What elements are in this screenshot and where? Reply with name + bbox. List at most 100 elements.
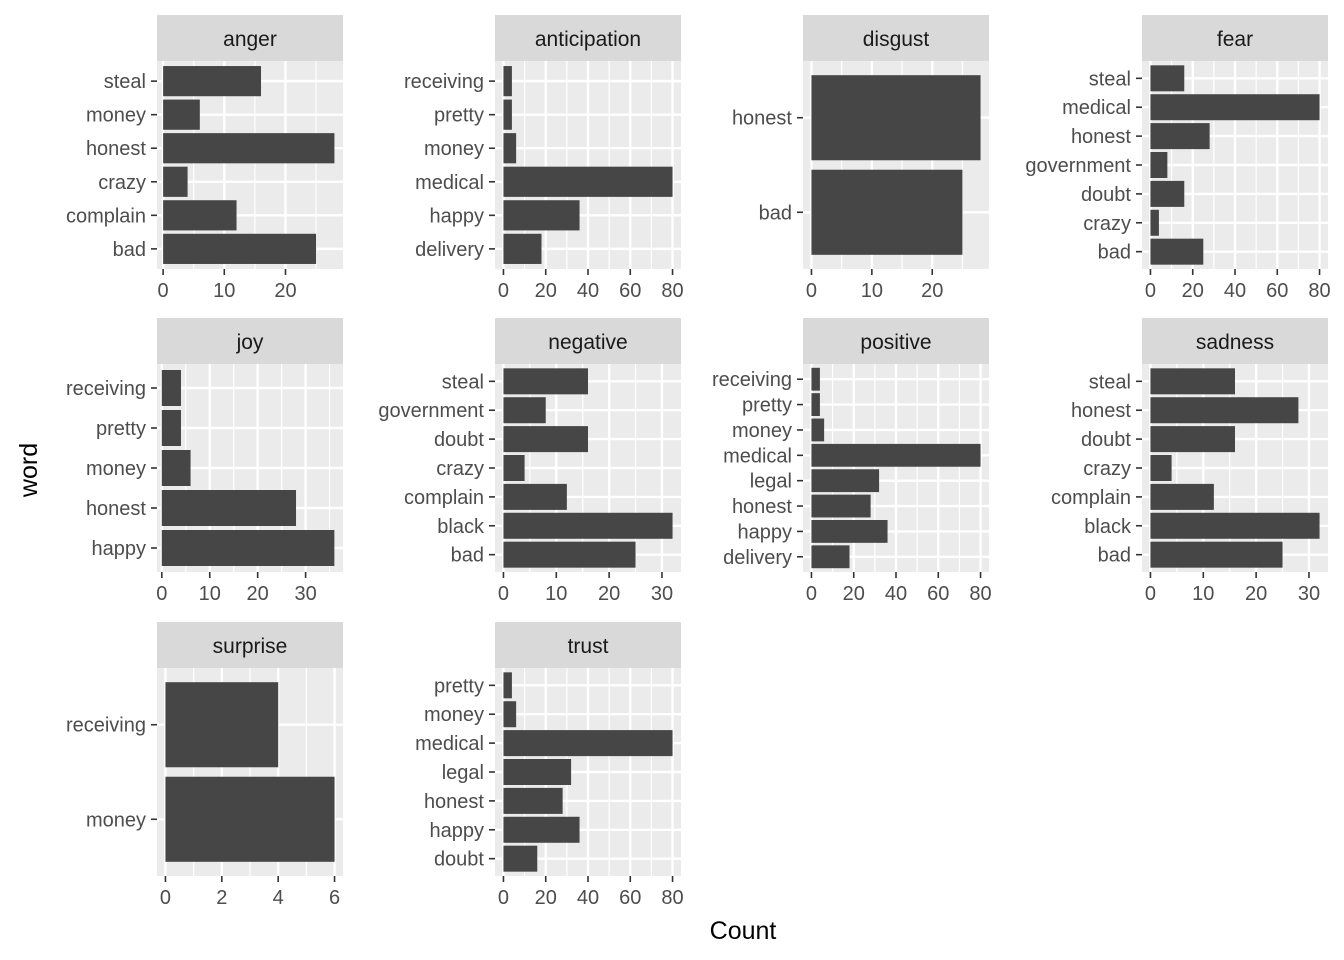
x-tick-label: 20	[843, 583, 865, 605]
facet-strip-label: negative	[548, 331, 627, 354]
y-tick-label: crazy	[98, 172, 146, 194]
bar-honest	[503, 787, 563, 814]
x-tick-label: 80	[1308, 280, 1330, 302]
x-tick-label: 30	[651, 583, 673, 605]
facet-strip	[157, 622, 343, 668]
y-tick-label: steal	[1089, 371, 1131, 393]
bar-pretty	[503, 99, 512, 130]
y-tick-label: honest	[86, 138, 146, 160]
bar-money	[161, 450, 191, 486]
bar-bad	[811, 169, 963, 255]
y-tick-label: honest	[732, 496, 792, 518]
y-tick-label: pretty	[434, 105, 484, 127]
x-tick-label: 60	[927, 583, 949, 605]
y-tick-label: bad	[113, 239, 146, 261]
x-tick-label: 40	[577, 280, 599, 302]
y-tick-label: complain	[1051, 487, 1131, 509]
x-tick-label: 20	[535, 887, 557, 909]
y-tick-label: bad	[451, 545, 484, 567]
facet-anger: anger steal money honest crazy complain bad 0 10…	[66, 15, 343, 302]
facet-strip	[1142, 15, 1328, 61]
bar-steal	[503, 368, 588, 395]
bar-doubt	[1150, 426, 1235, 453]
bar-government	[1150, 152, 1168, 178]
x-tick-label: 10	[545, 583, 567, 605]
bar-honest	[811, 75, 981, 161]
facet-strip-label: fear	[1217, 28, 1253, 51]
y-tick-label: money	[732, 420, 792, 442]
y-tick-label: steal	[1089, 68, 1131, 90]
x-tick-label: 0	[806, 280, 817, 302]
bar-receiving	[503, 66, 512, 97]
bar-crazy	[503, 455, 525, 481]
x-tick-label: 10	[861, 280, 883, 302]
y-tick-label: happy	[738, 521, 793, 543]
y-tick-label: receiving	[66, 378, 146, 400]
y-tick-label: government	[378, 400, 484, 422]
bar-bad	[1150, 541, 1283, 568]
y-tick-label: honest	[1071, 126, 1131, 148]
y-tick-label: receiving	[404, 71, 484, 93]
y-tick-label: bad	[759, 202, 792, 224]
y-tick-label: happy	[430, 205, 485, 227]
y-tick-label: doubt	[1081, 429, 1131, 451]
x-tick-label: 80	[969, 583, 991, 605]
x-tick-label: 0	[498, 280, 509, 302]
bar-complain	[503, 483, 567, 510]
y-tick-label: pretty	[742, 395, 792, 417]
x-tick-label: 20	[274, 280, 296, 302]
bar-pretty	[811, 393, 820, 416]
y-tick-label: medical	[1062, 97, 1131, 119]
facet-strip-label: joy	[236, 331, 264, 354]
facet-sadness: sadness steal honest doubt crazy complain blac…	[1051, 318, 1328, 605]
y-tick-label: doubt	[434, 429, 484, 451]
y-tick-label: medical	[723, 445, 792, 467]
y-tick-label: honest	[732, 108, 792, 130]
y-axis-title: word	[15, 443, 43, 498]
bar-crazy	[1150, 455, 1172, 481]
x-tick-label: 0	[1145, 280, 1156, 302]
y-tick-label: bad	[1098, 545, 1131, 567]
y-tick-label: complain	[66, 205, 146, 227]
y-tick-label: legal	[750, 471, 792, 493]
facet-strip-label: trust	[568, 635, 609, 658]
bar-legal	[811, 469, 880, 493]
bar-honest	[1150, 123, 1210, 150]
x-tick-label: 0	[806, 583, 817, 605]
y-tick-label: receiving	[66, 715, 146, 737]
bar-receiving	[811, 367, 820, 391]
bar-honest	[1150, 397, 1299, 424]
facet-surprise: surprise receiving money 0 2 4 6	[66, 622, 343, 909]
y-tick-label: black	[1084, 516, 1132, 538]
y-tick-label: steal	[104, 71, 146, 93]
facet-panels: anger steal money honest crazy complain bad 0 10…	[66, 15, 1331, 909]
facet-strip-label: sadness	[1196, 331, 1274, 354]
bar-black	[1150, 512, 1320, 539]
facet-positive: positive receiving pretty money medical legal…	[712, 318, 992, 605]
y-tick-label: delivery	[415, 239, 484, 261]
y-tick-label: doubt	[434, 849, 484, 871]
bar-bad	[503, 541, 636, 568]
y-tick-label: doubt	[1081, 184, 1131, 206]
x-tick-label: 60	[619, 887, 641, 909]
y-tick-label: government	[1025, 155, 1131, 177]
bar-receiving	[161, 370, 181, 406]
y-tick-label: black	[437, 516, 485, 538]
bar-money	[503, 133, 517, 164]
bar-delivery	[811, 545, 850, 569]
x-tick-label: 0	[160, 887, 171, 909]
x-tick-label: 0	[1145, 583, 1156, 605]
y-tick-label: money	[86, 809, 146, 831]
y-tick-label: delivery	[723, 547, 792, 569]
x-tick-label: 4	[273, 887, 284, 909]
facet-strip-label: positive	[860, 331, 931, 354]
x-tick-label: 60	[619, 280, 641, 302]
y-tick-label: pretty	[96, 418, 146, 440]
bar-receiving	[165, 682, 279, 768]
facet-strip	[495, 318, 681, 364]
y-tick-label: crazy	[1083, 213, 1131, 235]
y-tick-label: complain	[404, 487, 484, 509]
bar-medical	[503, 730, 673, 757]
bar-happy	[161, 530, 335, 566]
